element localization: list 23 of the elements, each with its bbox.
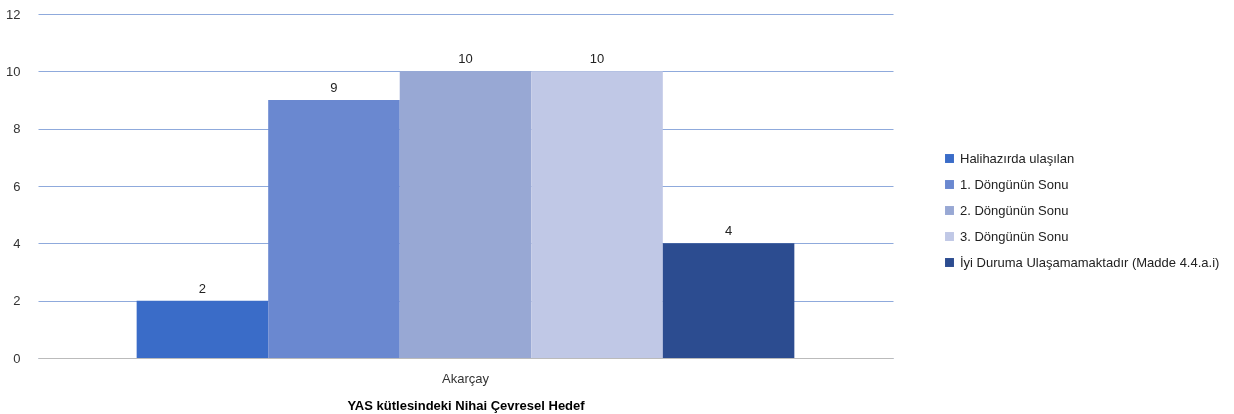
x-tick-label: Akarçay (442, 370, 490, 386)
y-tick-label: 10 (6, 63, 21, 79)
y-tick-label: 6 (13, 178, 21, 194)
bar (136, 300, 269, 358)
legend-label: 1. Döngünün Sonu (960, 176, 1069, 192)
y-tick-label: 4 (13, 235, 21, 251)
legend-label: Halihazırda ulaşılan (960, 150, 1075, 166)
data-label: 2 (198, 280, 207, 296)
legend-label: 2. Döngünün Sonu (960, 202, 1069, 218)
legend-label: 3. Döngünün Sonu (960, 228, 1069, 244)
bar (662, 243, 795, 358)
y-tick-label: 0 (13, 350, 21, 366)
x-axis-title: YAS kütlesindeki Nihai Çevresel Hedef (347, 397, 586, 413)
data-label: 9 (330, 80, 338, 95)
bar (268, 100, 400, 358)
data-label: 10 (458, 51, 473, 67)
data-label: 10 (589, 51, 605, 67)
y-tick-label: 12 (6, 6, 21, 22)
bar (531, 71, 663, 358)
y-tick-label: 2 (13, 293, 21, 309)
data-label: 4 (724, 223, 733, 239)
y-tick-label: 8 (13, 121, 21, 137)
legend-label: İyi Duruma Ulaşamamaktadır (Madde 4.4.a.i) (960, 254, 1220, 270)
